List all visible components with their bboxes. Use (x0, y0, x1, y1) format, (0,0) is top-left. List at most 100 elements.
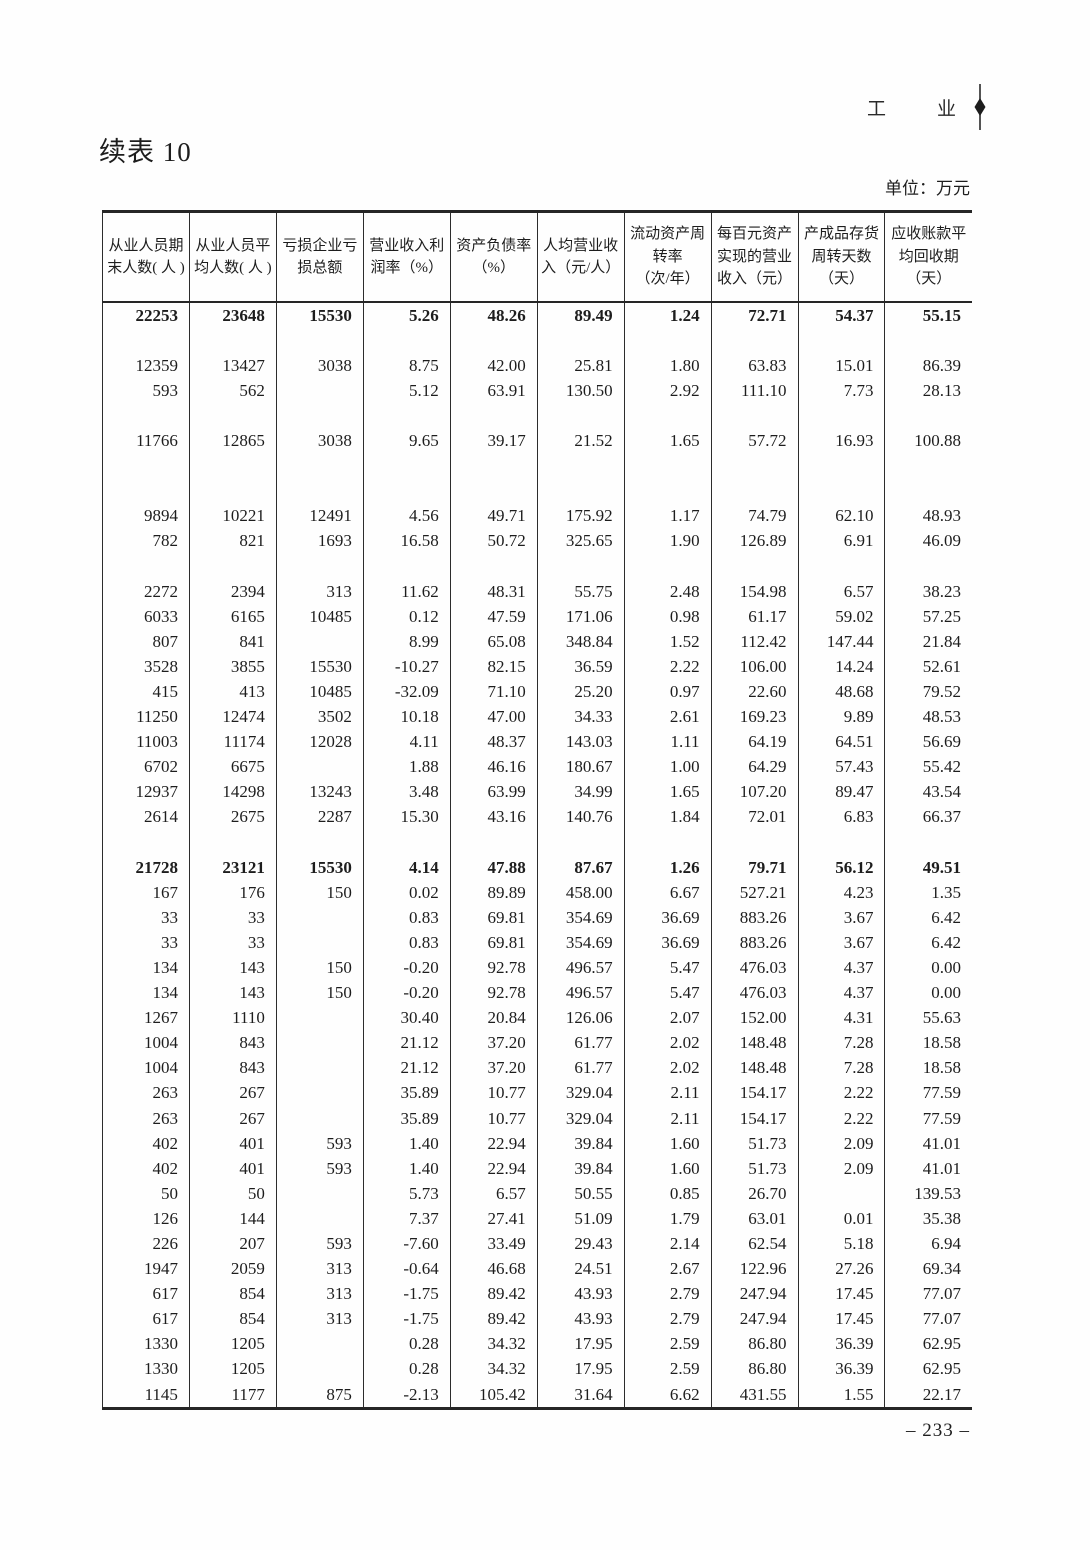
table-cell: 150 (276, 955, 364, 981)
table-cell: 841 (189, 629, 277, 655)
table-cell: 0.83 (363, 905, 451, 931)
table-cell: 154.17 (711, 1080, 799, 1106)
table-cell (885, 454, 972, 479)
table-cell: 883.26 (711, 930, 799, 956)
table-cell: 46.68 (450, 1256, 538, 1282)
table-cell (189, 478, 277, 504)
table-cell: -1.75 (363, 1306, 451, 1332)
table-cell: 2059 (189, 1256, 277, 1282)
section-title: 工 业 (866, 98, 972, 120)
table-cell: 50 (189, 1181, 277, 1207)
table-cell: 22.17 (922, 1384, 961, 1404)
table-cell: 36.39 (798, 1331, 886, 1357)
table-cell: 2.48 (624, 579, 712, 605)
table-cell (363, 553, 451, 580)
table-row: 167 176 150 0.02 89.89 458.00 6.67 527.21 4.23 1.… (102, 880, 973, 906)
column-header-6: 人均营业收 入（元/人） (537, 211, 625, 303)
table-cell: 74.79 (711, 503, 799, 529)
table-cell: 2675 (189, 804, 277, 830)
table-cell: 63.91 (450, 378, 538, 404)
table-cell: 12028 (276, 729, 364, 755)
table-cell (798, 453, 886, 479)
table-row: 11766 12865 3038 9.65 39.17 21.52 1.65 57.72 16.… (102, 428, 973, 454)
table-row: 12937 14298 13243 3.48 63.99 34.99 1.65 107.20 8… (102, 779, 973, 805)
section-ornament-icon (974, 84, 986, 130)
table-cell: 25.81 (537, 353, 625, 379)
table-cell: -2.13 (363, 1382, 451, 1409)
table-cell: 401 (189, 1156, 277, 1182)
table-cell: 55.63 (922, 1008, 961, 1028)
table-cell: 7.37 (363, 1206, 451, 1232)
table-cell: 26.70 (711, 1181, 799, 1207)
table-cell (537, 553, 625, 580)
table-cell: 69.81 (450, 930, 538, 956)
table-cell: 593 (276, 1231, 364, 1257)
table-row: 402 401 593 1.40 22.94 39.84 1.60 51.73 2.09 41.0… (102, 1156, 973, 1182)
table-cell: 0.00 (931, 983, 961, 1003)
table-cell: 63.99 (450, 779, 538, 805)
table-cell: 2.59 (624, 1356, 712, 1383)
table-row: 1947 2059 313 -0.64 46.68 24.51 2.67 122.96 27.2… (102, 1256, 973, 1282)
table-cell: 2.09 (798, 1131, 886, 1157)
table-row: 226 207 593 -7.60 33.49 29.43 2.14 62.54 5.18 6.9… (102, 1231, 973, 1257)
table-cell: 154.98 (711, 579, 799, 605)
table-cell: 87.67 (537, 855, 625, 881)
table-cell: 43.93 (537, 1306, 625, 1332)
table-cell: 176 (189, 880, 277, 906)
table-cell: 77.07 (922, 1309, 961, 1329)
table-cell: 2394 (189, 579, 277, 605)
table-cell: 1267 (102, 1005, 190, 1031)
table-cell: 617 (102, 1306, 190, 1332)
table-cell (798, 403, 886, 429)
table-header-row: 从业人员期 末人数( 人 ) 从业人员平 均人数( 人 ) 亏损企业亏 损总额 营业收… (102, 211, 972, 303)
table-cell: 92.78 (450, 980, 538, 1006)
table-header: 从业人员期 末人数( 人 ) 从业人员平 均人数( 人 ) 亏损企业亏 损总额 营业收… (102, 211, 972, 303)
table-cell: 62.10 (798, 503, 886, 529)
table-cell: 593 (102, 378, 190, 404)
table-cell: 51.09 (537, 1206, 625, 1232)
table-cell: 69.34 (922, 1259, 961, 1279)
column-header-8: 每百元资产 实现的营业 收入（元） (711, 211, 799, 303)
table-cell: 48.26 (450, 302, 538, 329)
table-cell (711, 829, 799, 856)
table-cell: 111.10 (711, 378, 799, 404)
table-cell: 10485 (276, 604, 364, 630)
table-cell (711, 403, 799, 429)
spacer-row (102, 478, 973, 504)
table-row: 1267 1110 30.40 20.84 126.06 2.07 152.00 4.31 55… (102, 1005, 973, 1031)
table-cell (885, 328, 972, 353)
table-cell: 15530 (276, 654, 364, 680)
table-cell: 2.02 (624, 1055, 712, 1081)
table-cell: 66.37 (922, 807, 961, 827)
table-cell: 527.21 (711, 880, 799, 906)
column-header-1: 从业人员期 末人数( 人 ) (102, 211, 190, 303)
table-cell: 1947 (102, 1256, 190, 1282)
table-cell: 50 (102, 1181, 190, 1207)
table-cell: 134 (102, 955, 190, 981)
table-cell: 0.85 (624, 1181, 712, 1207)
table-cell: 263 (102, 1080, 190, 1106)
table-row: 6702 6675 1.88 46.16 180.67 1.00 64.29 57.43 55.… (102, 754, 973, 780)
table-cell: 50.55 (537, 1181, 625, 1207)
table-cell: 1110 (189, 1005, 277, 1031)
table-cell: 25.20 (537, 679, 625, 705)
table-cell: 1.40 (363, 1131, 451, 1157)
table-cell: 10.77 (450, 1106, 538, 1132)
table-cell: 6.94 (931, 1234, 961, 1254)
table-row: 2614 2675 2287 15.30 43.16 140.76 1.84 72.01 6.8… (102, 804, 973, 830)
table-cell: 12359 (102, 353, 190, 379)
table-cell (450, 553, 538, 580)
table-cell: 42.00 (450, 353, 538, 379)
table-cell: 150 (276, 880, 364, 906)
table-cell: 17.95 (537, 1331, 625, 1357)
table-cell: 39.84 (537, 1131, 625, 1157)
table-cell (537, 478, 625, 504)
table-cell: 7.28 (798, 1030, 886, 1056)
table-cell: 1.24 (624, 302, 712, 329)
table-cell: 16.93 (798, 428, 886, 454)
table-cell (276, 328, 364, 354)
table-cell: 2.59 (624, 1331, 712, 1357)
table-cell: 875 (276, 1382, 364, 1409)
table-cell: 105.42 (450, 1382, 538, 1409)
table-cell (711, 553, 799, 580)
